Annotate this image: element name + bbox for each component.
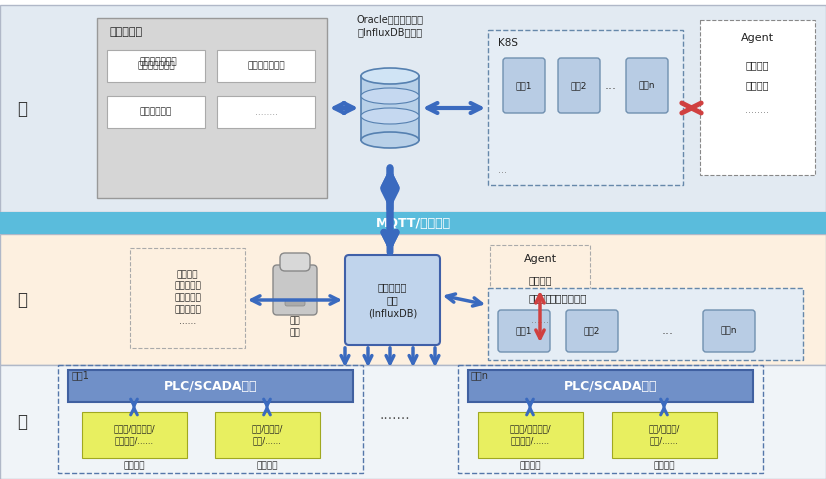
Ellipse shape [361,132,419,148]
FancyBboxPatch shape [703,310,755,352]
Text: 水厂1: 水厂1 [71,370,89,380]
FancyBboxPatch shape [215,412,320,458]
FancyBboxPatch shape [217,96,315,128]
Text: ........: ........ [254,107,278,116]
Text: 容器1: 容器1 [515,81,532,90]
Text: .......: ....... [380,408,411,422]
Text: 传感器/自控设备/
仪器仪表/......: 传感器/自控设备/ 仪器仪表/...... [510,424,551,445]
Text: 采集数据可视化: 采集数据可视化 [140,57,177,67]
Text: MQTT/文件服务: MQTT/文件服务 [376,217,450,229]
Text: Oracle关系型数据库
或InfluxDB数据库: Oracle关系型数据库 或InfluxDB数据库 [357,14,424,37]
FancyBboxPatch shape [285,300,305,306]
Text: PLC/SCADA系统: PLC/SCADA系统 [164,379,257,392]
Ellipse shape [361,68,419,84]
Text: 控制设备: 控制设备 [257,461,278,470]
Text: ...: ... [605,79,617,92]
Text: 传感器/自控设备/
仪器仪表/......: 传感器/自控设备/ 仪器仪表/...... [114,424,155,445]
Text: ...: ... [662,324,674,338]
FancyBboxPatch shape [107,96,205,128]
Text: 泵组/变频器/
阀门/......: 泵组/变频器/ 阀门/...... [648,424,680,445]
Text: 容器n: 容器n [721,327,738,335]
FancyBboxPatch shape [273,265,317,315]
Text: ........: ........ [746,105,770,115]
Text: 数据可视化: 数据可视化 [109,27,142,37]
FancyBboxPatch shape [217,50,315,82]
Ellipse shape [361,108,419,124]
FancyBboxPatch shape [566,310,618,352]
Text: 采集数据可视化: 采集数据可视化 [137,61,175,70]
Text: 容器监控: 容器监控 [746,60,769,70]
Text: 端: 端 [17,413,27,431]
FancyBboxPatch shape [488,288,803,360]
Text: 数据采集: 数据采集 [520,461,541,470]
FancyBboxPatch shape [478,412,583,458]
Text: 本地
磁盘: 本地 磁盘 [290,317,301,337]
Text: Agent: Agent [524,254,557,264]
Text: 水厂n: 水厂n [471,370,489,380]
FancyBboxPatch shape [490,245,590,345]
Ellipse shape [361,88,419,104]
FancyBboxPatch shape [107,50,205,82]
FancyBboxPatch shape [498,310,550,352]
Text: 容器2: 容器2 [584,327,601,335]
Text: 容器2: 容器2 [571,81,587,90]
FancyBboxPatch shape [361,76,419,140]
FancyBboxPatch shape [280,253,310,271]
Text: 历史数据可视化: 历史数据可视化 [247,61,285,70]
Text: ...: ... [498,165,507,175]
FancyBboxPatch shape [0,5,826,212]
FancyBboxPatch shape [0,212,826,234]
FancyBboxPatch shape [503,58,545,113]
FancyBboxPatch shape [700,20,815,175]
Text: 容器n: 容器n [638,81,655,90]
Text: 控制设备: 控制设备 [653,461,675,470]
FancyBboxPatch shape [612,412,717,458]
FancyBboxPatch shape [68,370,353,402]
Text: 时序数据库
容器
(InfluxDB): 时序数据库 容器 (InfluxDB) [368,282,417,318]
FancyBboxPatch shape [558,58,600,113]
FancyBboxPatch shape [130,248,245,348]
Text: Agent: Agent [741,33,774,43]
FancyBboxPatch shape [488,30,683,185]
Text: 采集数据
投药预测表
训练样本表
历史数据表
......: 采集数据 投药预测表 训练样本表 历史数据表 ...... [174,270,201,326]
Text: 容器启停: 容器启停 [529,293,552,303]
FancyBboxPatch shape [0,365,826,479]
FancyBboxPatch shape [468,370,753,402]
FancyBboxPatch shape [626,58,668,113]
FancyBboxPatch shape [0,234,826,365]
Text: 历史数据分析: 历史数据分析 [140,107,172,116]
FancyBboxPatch shape [82,412,187,458]
Text: 云: 云 [17,100,27,117]
Text: PLC/SCADA系统: PLC/SCADA系统 [564,379,657,392]
Text: 边缘容器服务: 边缘容器服务 [549,293,586,303]
Text: 边: 边 [17,290,27,308]
Text: 数据采集: 数据采集 [124,461,145,470]
Text: 泵组/变频器/
阀门/......: 泵组/变频器/ 阀门/...... [252,424,283,445]
Text: K8S: K8S [498,38,518,48]
FancyBboxPatch shape [97,18,327,198]
Text: 容器1: 容器1 [515,327,532,335]
Text: 容器监控: 容器监控 [529,275,552,285]
FancyBboxPatch shape [345,255,440,345]
Text: ......: ...... [531,315,549,325]
Text: 容器启停: 容器启停 [746,80,769,90]
